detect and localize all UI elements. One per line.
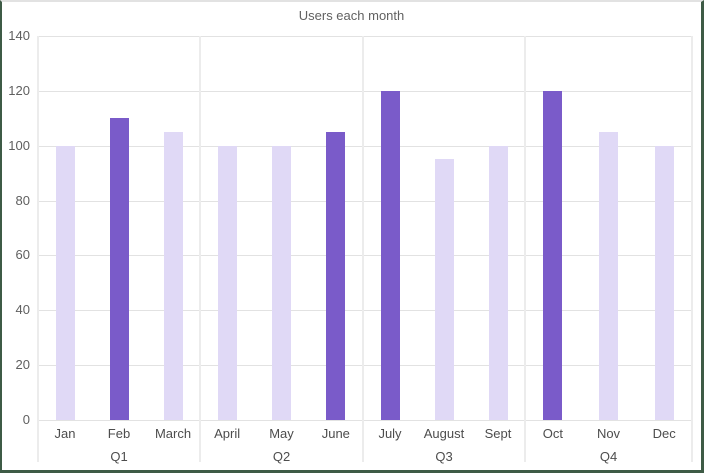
y-tick-label: 40 (15, 302, 30, 318)
bar-july (380, 90, 400, 420)
chart-title: Users each month (298, 8, 405, 23)
bar-may (272, 145, 291, 420)
quarter-separator (691, 36, 693, 462)
bar-sept (488, 145, 508, 420)
gridline (38, 145, 692, 147)
bar-august (434, 159, 454, 420)
y-tick-label: 100 (8, 137, 30, 153)
bar-jan (55, 145, 75, 420)
quarter-separator (37, 36, 39, 462)
gridline (38, 255, 692, 257)
y-tick-label: 140 (8, 28, 30, 43)
gridline (38, 420, 692, 421)
bar-oct (543, 90, 563, 420)
y-tick-label: 20 (15, 357, 30, 373)
quarter-label: Q3 (435, 449, 453, 464)
bar-dec (654, 145, 674, 420)
bar-nov (599, 132, 618, 420)
quarter-label: Q2 (272, 449, 291, 464)
bar-june (326, 132, 346, 420)
x-tick-label: August (423, 426, 465, 441)
x-tick-label: Sept (484, 426, 512, 441)
bar-april (217, 145, 237, 420)
x-tick-label: June (321, 426, 350, 441)
y-tick-label: 120 (8, 82, 30, 98)
x-tick-label: Feb (107, 426, 131, 441)
x-tick-label: March (154, 426, 192, 441)
y-tick-label: 60 (15, 247, 30, 263)
bar-march (163, 132, 183, 420)
x-tick-label: April (214, 426, 241, 441)
quarter-separator (362, 36, 364, 462)
x-tick-label: Jan (54, 426, 76, 441)
gridline (38, 90, 692, 92)
quarter-label: Q1 (110, 449, 128, 464)
x-tick-label: Nov (596, 426, 621, 441)
gridline (38, 365, 692, 367)
quarter-separator (524, 36, 526, 462)
x-tick-label: Dec (652, 426, 676, 441)
x-tick-label: July (378, 426, 402, 441)
quarter-separator (199, 36, 201, 462)
gridline (38, 310, 692, 312)
x-tick-label: May (269, 426, 294, 441)
gridline (38, 200, 692, 202)
y-tick-label: 0 (22, 412, 30, 427)
bar-feb (109, 118, 129, 420)
y-tick-label: 80 (15, 192, 30, 208)
quarter-label: Q4 (599, 449, 618, 464)
x-tick-label: Oct (542, 426, 563, 441)
gridline (38, 36, 692, 37)
